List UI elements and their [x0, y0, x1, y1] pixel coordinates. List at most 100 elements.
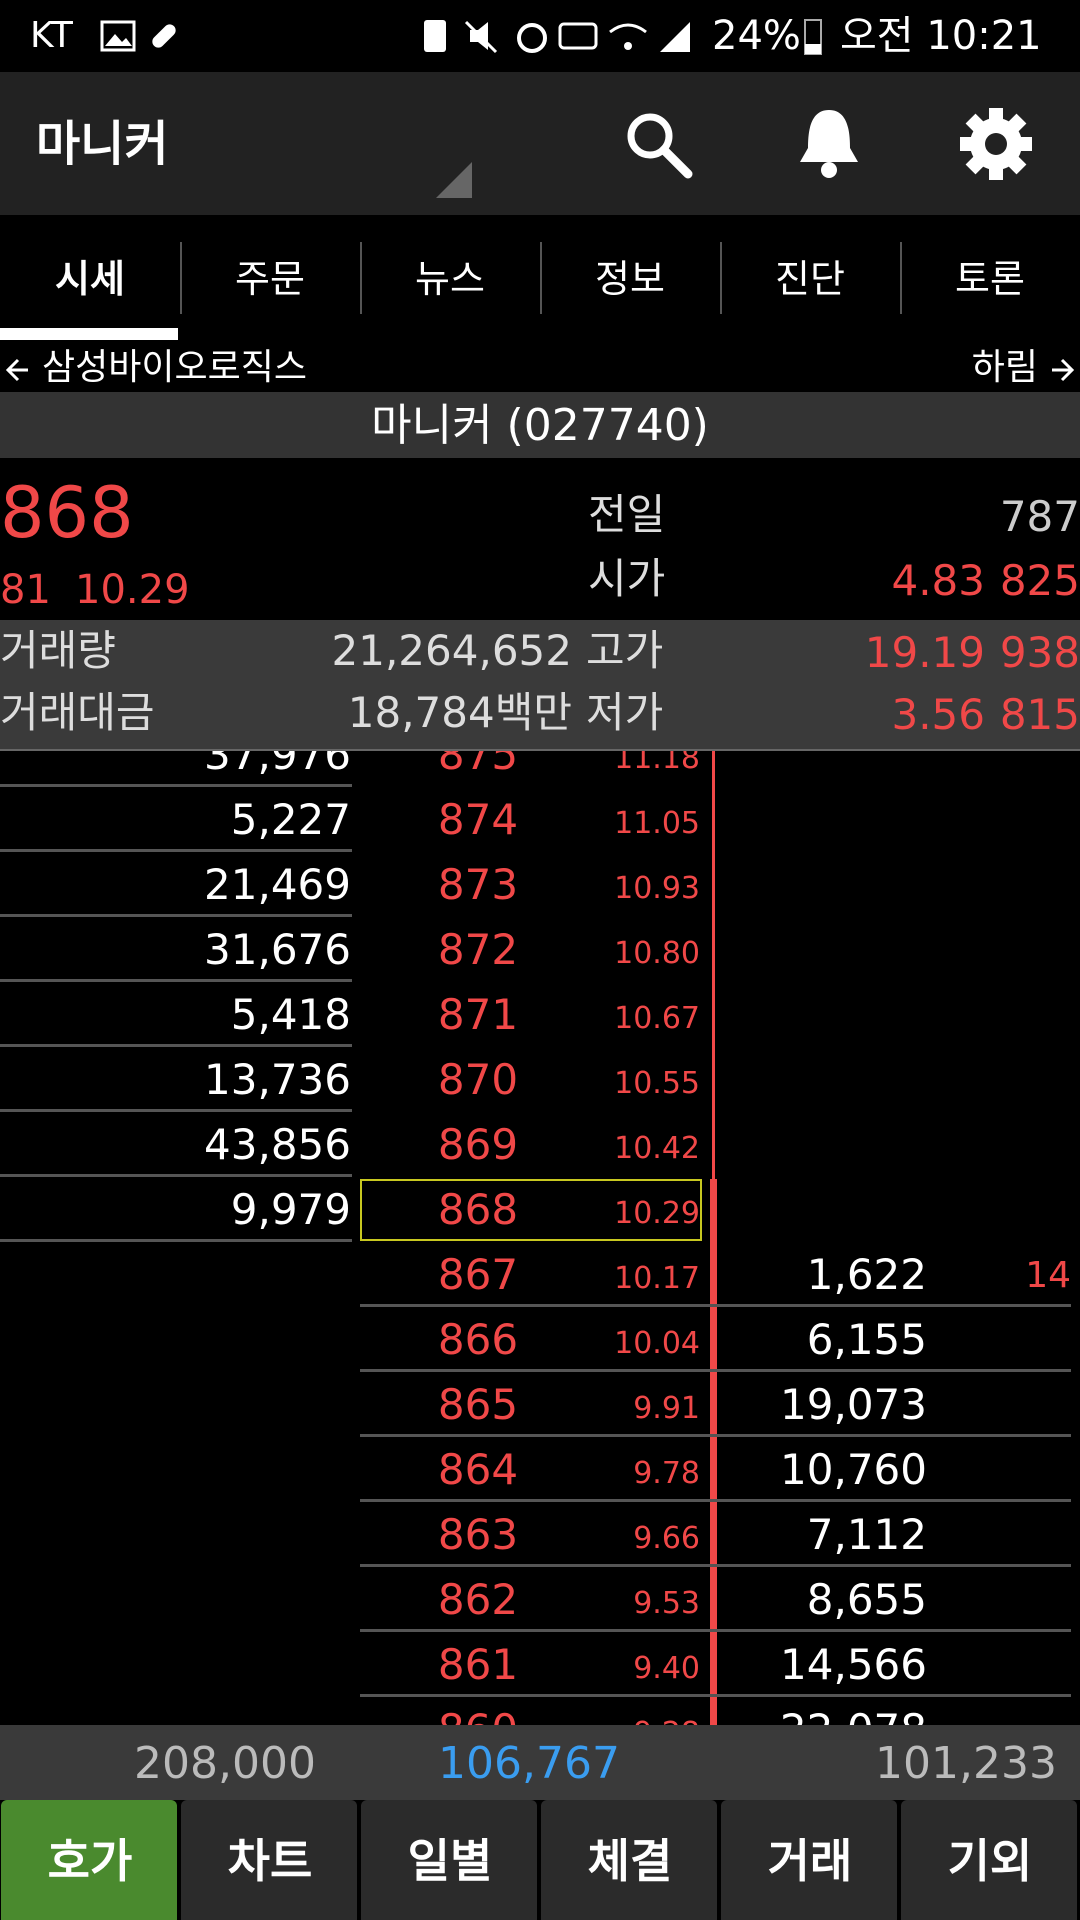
- ask-bar: [712, 751, 715, 1179]
- tab-separator: [900, 242, 902, 314]
- divider: [0, 749, 1080, 751]
- bid-rate: 10.04: [614, 1326, 700, 1361]
- next-stock[interactable]: 하림: [971, 347, 1038, 388]
- bid-rate: 9.40: [633, 1651, 700, 1686]
- bid-price[interactable]: 862: [437, 1575, 519, 1624]
- ask-rate: 10.55: [614, 1066, 700, 1101]
- tab-separator: [180, 242, 182, 314]
- bottom-tab[interactable]: [721, 1800, 897, 1920]
- bottom-tab-label[interactable]: 일별: [407, 1834, 493, 1888]
- ask-price[interactable]: 874: [437, 795, 519, 844]
- bid-rate: 9.28: [560, 1719, 700, 1726]
- bottom-tab-label[interactable]: 체결: [587, 1834, 673, 1888]
- settings-button[interactable]: [958, 106, 1034, 182]
- bid-price[interactable]: 865: [437, 1380, 519, 1429]
- app-bar: [0, 72, 1080, 215]
- bottom-tab[interactable]: [541, 1800, 717, 1920]
- total-diff: 106,767: [438, 1738, 620, 1789]
- row-separator: [0, 1174, 352, 1177]
- row-separator: [0, 784, 352, 787]
- bid-price[interactable]: 861: [437, 1640, 519, 1689]
- order-book: 37,976 875 11.18 5,227 874 11.05 21,469 873 10.9…: [0, 751, 1080, 1725]
- ask-price[interactable]: 871: [437, 990, 519, 1039]
- stock-name: 마니커 (027740): [371, 400, 709, 451]
- high-label: 고가: [586, 626, 664, 675]
- notification-button[interactable]: [796, 104, 862, 184]
- bid-quantity: 7,112: [806, 1510, 927, 1559]
- volume-value: 21,264,652: [331, 626, 572, 675]
- totals-bar: [0, 1725, 1080, 1800]
- amount-label: 거래대금: [0, 688, 155, 737]
- tab[interactable]: 뉴스: [415, 257, 485, 301]
- ask-rate: 10.93: [614, 871, 700, 906]
- clock: 오전 10:21: [840, 13, 1042, 59]
- bottom-tab[interactable]: [1, 1800, 177, 1920]
- tab[interactable]: 토론: [955, 257, 1025, 301]
- bottom-tab-label[interactable]: 차트: [227, 1834, 313, 1888]
- search-button[interactable]: [622, 108, 694, 180]
- ask-price[interactable]: 875: [437, 751, 519, 779]
- bottom-tab-label[interactable]: 호가: [47, 1834, 133, 1888]
- bottom-tab-label[interactable]: 거래: [767, 1834, 853, 1888]
- ask-quantity: 9,979: [230, 1185, 351, 1234]
- row-separator: [360, 1434, 1071, 1437]
- status-bar: [0, 0, 1080, 72]
- bid-price[interactable]: 867: [437, 1250, 519, 1299]
- carrier: KT: [30, 15, 73, 56]
- battery-icon: [804, 19, 822, 55]
- bottom-tab[interactable]: [361, 1800, 537, 1920]
- bottom-tab[interactable]: [901, 1800, 1077, 1920]
- bid-price[interactable]: 866: [437, 1315, 519, 1364]
- bid-rate: 9.78: [633, 1456, 700, 1491]
- tab[interactable]: 주문: [235, 257, 305, 301]
- prev-stock[interactable]: 삼성바이오로직스: [42, 347, 307, 388]
- dropdown-indicator[interactable]: [434, 160, 474, 200]
- total-bid: 101,233: [875, 1738, 1057, 1789]
- active-tab-indicator: [0, 328, 178, 340]
- ask-rate: 11.05: [614, 806, 700, 841]
- row-separator: [0, 1109, 352, 1112]
- ask-price[interactable]: 869: [437, 1120, 519, 1169]
- ask-quantity: 21,469: [204, 860, 351, 909]
- open-label: 시가: [588, 554, 666, 603]
- ask-quantity: 37,976: [204, 751, 351, 779]
- low-label: 저가: [586, 688, 664, 737]
- ask-rate: 10.29: [614, 1196, 700, 1231]
- tab[interactable]: 진단: [775, 257, 845, 301]
- high-value: 938: [999, 628, 1080, 677]
- app-title[interactable]: 마니커: [36, 116, 169, 172]
- ask-price[interactable]: 872: [437, 925, 519, 974]
- open-value: 825: [999, 556, 1080, 605]
- ask-rate: 10.80: [614, 936, 700, 971]
- row-separator: [0, 849, 352, 852]
- low-rate: 3.56: [891, 690, 985, 739]
- bid-bar: [710, 1179, 717, 1725]
- ask-price[interactable]: 873: [437, 860, 519, 909]
- tab-separator: [720, 242, 722, 314]
- bid-price[interactable]: 860: [418, 1709, 538, 1726]
- current-price: 868: [0, 472, 134, 554]
- bottom-tab-label[interactable]: 기외: [947, 1834, 1033, 1888]
- bid-rate: 9.53: [633, 1586, 700, 1621]
- ask-rate: 10.42: [614, 1131, 700, 1166]
- ask-quantity: 43,856: [204, 1120, 351, 1169]
- ask-price[interactable]: 870: [437, 1055, 519, 1104]
- prev-arrow[interactable]: [4, 355, 32, 385]
- bid-price[interactable]: 863: [437, 1510, 519, 1559]
- next-arrow[interactable]: [1048, 355, 1076, 385]
- bid-price[interactable]: 864: [437, 1445, 519, 1494]
- row-separator: [360, 1629, 1071, 1632]
- bid-rate: 10.17: [614, 1261, 700, 1296]
- bid-extra: 14: [1025, 1255, 1071, 1296]
- battery-level: 24%: [712, 13, 801, 59]
- stock-header: [0, 392, 1080, 458]
- price-change: 81: [0, 567, 51, 613]
- system-icons: [424, 20, 690, 54]
- row-separator: [360, 1694, 1071, 1697]
- tab[interactable]: 정보: [595, 257, 665, 301]
- ask-price[interactable]: 868: [437, 1185, 519, 1234]
- tab[interactable]: 시세: [55, 257, 125, 301]
- bottom-tab[interactable]: [181, 1800, 357, 1920]
- status-icons: [100, 20, 176, 52]
